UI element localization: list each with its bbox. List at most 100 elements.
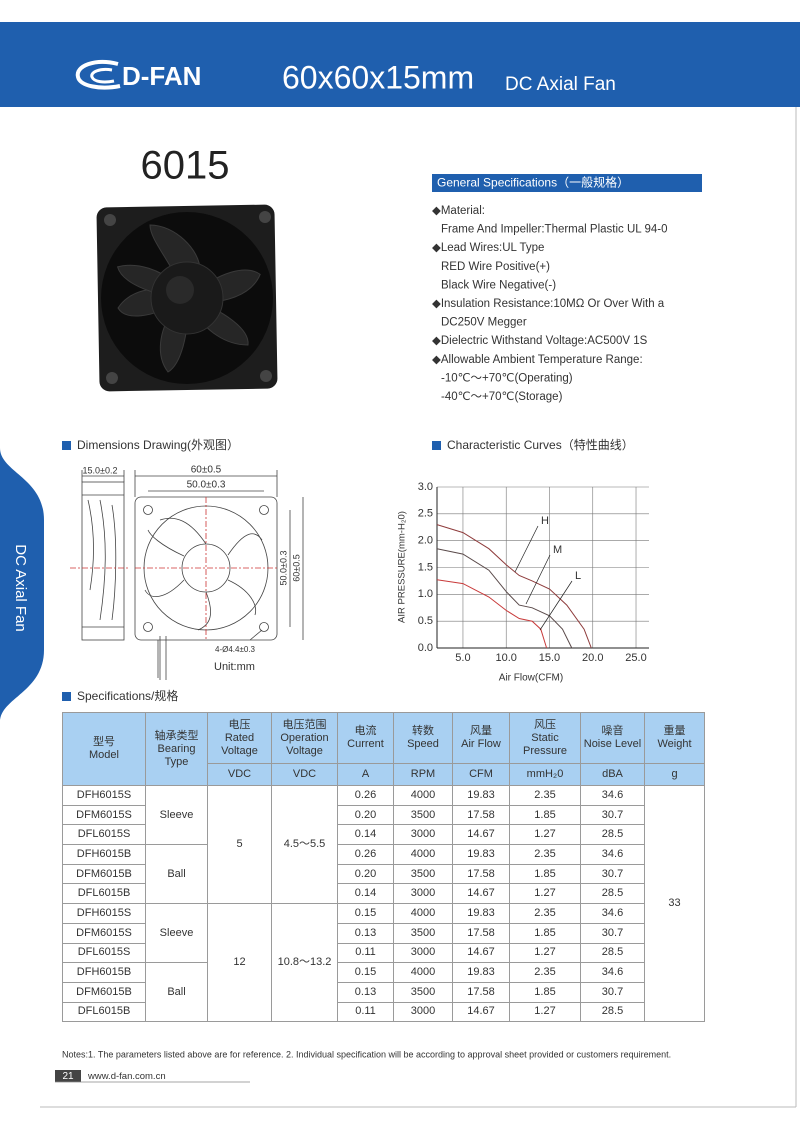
footer-url: www.d-fan.com.cn (87, 1071, 166, 1082)
dimension-drawing (70, 470, 304, 680)
x-tick-label: 25.0 (625, 652, 646, 664)
value-cell: 0.15 (337, 903, 394, 924)
value-cell: 3000 (393, 883, 453, 905)
value-cell: 4000 (393, 903, 453, 924)
value-cell: 14.67 (452, 824, 510, 846)
column-header: 电压 Rated Voltage (207, 712, 272, 764)
x-tick-label: 15.0 (539, 652, 560, 664)
spec-item: ◆Dielectric Withstand Voltage:AC500V 1S (432, 335, 648, 347)
spec-detail: DC250V Megger (441, 317, 527, 329)
model-cell: DFM6015B (62, 981, 146, 1003)
data-row: DFL6015B 0.11 3000 14.67 1.27 28.5 (62, 1001, 705, 1023)
value-cell: 1.85 (509, 863, 581, 885)
column-header: 转数 Speed (393, 712, 453, 764)
unit-cell: mmH₂0 (509, 763, 581, 786)
header-zh: 风量 (470, 725, 492, 737)
value-cell: 2.35 (509, 785, 581, 806)
column-header: 风量 Air Flow (452, 712, 510, 764)
model-cell: DFL6015S (62, 824, 146, 846)
model-cell: DFH6015B (62, 962, 146, 983)
value-cell: 1.85 (509, 922, 581, 944)
value-cell: 19.83 (452, 844, 510, 865)
value-cell: 3000 (393, 824, 453, 846)
unit-cell: VDC (271, 763, 338, 786)
dimension-label: 60±0.5 (191, 465, 222, 476)
operation-voltage-cell: 10.8～13.2 (271, 903, 338, 1023)
bearing-cell: Sleeve (145, 903, 208, 964)
header-en: Speed (407, 738, 439, 750)
bearing-cell: Sleeve (145, 784, 208, 846)
spec-detail: Black Wire Negative(-) (441, 279, 556, 291)
value-cell: 17.58 (452, 863, 510, 885)
value-cell: 14.67 (452, 1001, 510, 1023)
header-en: Noise Level (583, 738, 642, 750)
header-en: Current (347, 738, 384, 750)
y-tick-label: 2.5 (418, 508, 433, 520)
operation-voltage-cell: 4.5～5.5 (271, 784, 338, 905)
dimension-label: 4-Ø4.4±0.3 (215, 645, 256, 654)
data-row: DFH6015B Ball 0.15 4000 19.83 2.35 34.6 (62, 962, 705, 1023)
value-cell: 19.83 (452, 962, 510, 983)
value-cell: 28.5 (580, 942, 645, 964)
header-zh: 型号 (93, 736, 115, 748)
column-header: 轴承类型 Bearing Type (145, 712, 208, 786)
value-cell: 3500 (393, 804, 453, 826)
value-cell: 0.13 (337, 922, 394, 944)
value-cell: 4000 (393, 844, 453, 865)
header-row: 型号 Model 轴承类型 Bearing Type 电压 Rated Voltage 电压… (62, 712, 705, 786)
header-zh: 风压 (534, 718, 556, 731)
value-cell: 0.20 (337, 804, 394, 826)
weight-cell: 33 (644, 784, 705, 1023)
heading-marker (62, 441, 71, 450)
header-title: 60x60x15mm (282, 59, 474, 95)
column-header: 风压 Static Pressure (509, 712, 581, 764)
fan-photo (96, 204, 278, 392)
general-specs-title: General Specifications（一般规格） (437, 175, 629, 190)
value-cell: 3500 (393, 981, 453, 1003)
y-tick-label: 2.0 (418, 535, 433, 547)
value-cell: 1.85 (509, 981, 581, 1003)
header-en: Bearing Type (157, 742, 196, 768)
section-heading: Specifications/规格 (77, 688, 178, 703)
value-cell: 34.6 (580, 844, 645, 865)
model-cell: DFM6015S (62, 922, 146, 944)
spec-table: 型号 Model 轴承类型 Bearing Type 电压 Rated Voltage 电压… (62, 712, 705, 1023)
value-cell: 0.26 (337, 785, 394, 806)
value-cell: 1.85 (509, 804, 581, 826)
spec-item: ◆Insulation Resistance:10MΩ Or Over With… (432, 298, 665, 310)
spec-item: ◆Lead Wires:UL Type (432, 242, 544, 254)
value-cell: 17.58 (452, 804, 510, 826)
logo-mark (75, 59, 121, 90)
page-number-box (55, 1070, 81, 1082)
model-cell: DFL6015B (62, 883, 146, 905)
value-cell: 17.58 (452, 981, 510, 1003)
value-cell: 4000 (393, 962, 453, 983)
header-en: Rated Voltage (221, 731, 258, 757)
header-en: Weight (657, 738, 692, 750)
model-cell: DFH6015S (62, 903, 146, 924)
x-tick-label: 5.0 (455, 652, 470, 664)
model-cell: DFM6015B (62, 863, 146, 885)
spec-item: ◆Allowable Ambient Temperature Range: (432, 354, 643, 366)
value-cell: 2.35 (509, 903, 581, 924)
leader-line (514, 525, 539, 573)
heading-marker (432, 441, 441, 450)
y-tick-label: 0.0 (418, 642, 433, 654)
unit-row: VDC VDC A RPM CFM mmH₂0 dBA g (63, 763, 705, 786)
value-cell: 3500 (393, 863, 453, 885)
header-zh: 电流 (354, 725, 377, 737)
value-cell: 1.27 (509, 1001, 581, 1023)
y-tick-label: 1.5 (418, 561, 433, 573)
data-row: DFH6015B Ball 0.26 4000 19.83 2.35 34.6 (62, 844, 705, 905)
header-zh: 重量 (663, 725, 686, 737)
x-axis-label: Air Flow(CFM) (499, 673, 563, 684)
section-heading: Characteristic Curves（特性曲线） (447, 437, 634, 452)
heading-marker (62, 692, 71, 701)
value-cell: 3000 (393, 1001, 453, 1023)
value-cell: 30.7 (580, 981, 645, 1003)
dimension-label: 15.0±0.2 (83, 465, 118, 475)
unit-cell: RPM (393, 763, 453, 786)
data-row: DFM6015B 0.13 3500 17.58 1.85 30.7 (62, 981, 705, 1003)
